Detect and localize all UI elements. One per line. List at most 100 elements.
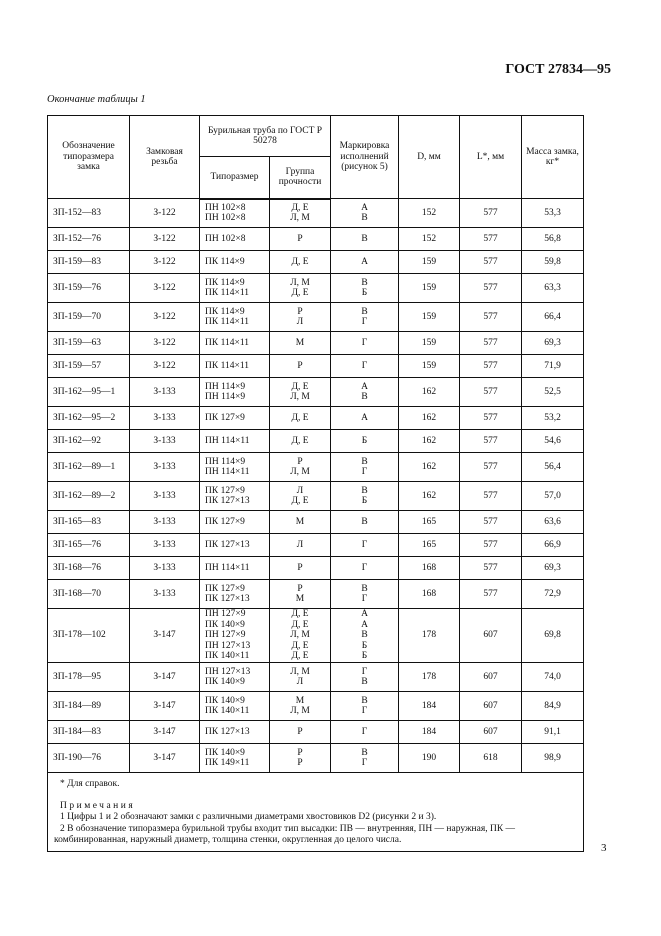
cell-d: 178	[398, 662, 461, 692]
cell-marking: В	[330, 227, 400, 251]
cell-l: 577	[459, 579, 523, 609]
cell-designation: ЗП-190—76	[47, 743, 130, 773]
cell-pipe: ПК 127×9 ПК 127×13	[199, 579, 270, 609]
cell-group: Р	[268, 227, 332, 251]
cell-marking: А	[330, 250, 400, 274]
cell-pipe: ПК 127×9 ПК 127×13	[199, 481, 270, 511]
cell-thread: З-147	[129, 608, 200, 663]
cell-d: 162	[398, 406, 461, 430]
cell-marking: Г	[330, 354, 400, 378]
cell-group: Л	[268, 533, 332, 557]
header-L: L*, мм	[459, 115, 523, 199]
cell-marking: Г	[330, 533, 400, 557]
cell-marking: В Б	[330, 481, 400, 511]
cell-mass: 91,1	[521, 720, 585, 744]
cell-thread: З-133	[129, 452, 200, 482]
cell-designation: ЗП-178—102	[47, 608, 130, 663]
cell-l: 607	[459, 691, 523, 721]
cell-mass: 63,3	[521, 273, 585, 303]
cell-l: 577	[459, 533, 523, 557]
cell-l: 577	[459, 510, 523, 534]
cell-d: 184	[398, 720, 461, 744]
cell-pipe: ПК 114×9 ПК 114×11	[199, 273, 270, 303]
table-row: ЗП-162—95—2 З-133 ПК 127×9 Д, Е А 162 577 53,2	[47, 406, 585, 430]
cell-thread: З-133	[129, 533, 200, 557]
table-row: ЗП-162—89—2 З-133 ПК 127×9 ПК 127×13 Л Д, Е…	[47, 481, 585, 511]
cell-l: 577	[459, 481, 523, 511]
cell-pipe: ПК 140×9 ПК 149×11	[199, 743, 270, 773]
cell-pipe: ПК 127×9	[199, 406, 270, 430]
cell-l: 577	[459, 406, 523, 430]
cell-l: 577	[459, 198, 523, 228]
cell-group: Р	[268, 556, 332, 580]
cell-designation: ЗП-152—76	[47, 227, 130, 251]
cell-d: 168	[398, 556, 461, 580]
cell-l: 577	[459, 227, 523, 251]
header-D: D, мм	[398, 115, 461, 199]
cell-designation: ЗП-159—76	[47, 273, 130, 303]
cell-designation: ЗП-165—83	[47, 510, 130, 534]
cell-thread: З-147	[129, 691, 200, 721]
table-row: ЗП-152—76 З-122 ПН 102×8 Р В 152 577 56,8	[47, 227, 585, 251]
cell-group: М	[268, 331, 332, 355]
cell-d: 168	[398, 579, 461, 609]
cell-designation: ЗП-152—83	[47, 198, 130, 228]
cell-thread: З-122	[129, 273, 200, 303]
cell-group: Л, М Д, Е	[268, 273, 332, 303]
cell-d: 162	[398, 452, 461, 482]
footnote: * Для справок.	[60, 779, 120, 789]
cell-marking: Г В	[330, 662, 400, 692]
cell-marking: Г	[330, 331, 400, 355]
cell-l: 577	[459, 250, 523, 274]
cell-pipe: ПК 114×9	[199, 250, 270, 274]
cell-pipe: ПК 127×9	[199, 510, 270, 534]
cell-marking: В	[330, 510, 400, 534]
cell-group: Р Л	[268, 302, 332, 332]
cell-designation: ЗП-162—95—1	[47, 377, 130, 407]
table-row: ЗП-168—76 З-133 ПН 114×11 Р Г 168 577 69,3	[47, 556, 585, 580]
cell-pipe: ПК 114×11	[199, 331, 270, 355]
cell-marking: В Г	[330, 302, 400, 332]
cell-l: 577	[459, 302, 523, 332]
table-body: ЗП-152—83 З-122 ПН 102×8 ПН 102×8 Д, Е Л, М…	[47, 198, 585, 773]
header-pipe-size: Типоразмер	[199, 156, 270, 200]
cell-designation: ЗП-168—76	[47, 556, 130, 580]
cell-designation: ЗП-159—57	[47, 354, 130, 378]
cell-mass: 69,3	[521, 331, 585, 355]
cell-l: 577	[459, 331, 523, 355]
cell-designation: ЗП-168—70	[47, 579, 130, 609]
cell-thread: З-133	[129, 406, 200, 430]
cell-d: 162	[398, 481, 461, 511]
cell-group: Д, Е	[268, 250, 332, 274]
cell-d: 184	[398, 691, 461, 721]
table-caption: Окончание таблицы 1	[47, 94, 146, 105]
cell-marking: А В	[330, 198, 400, 228]
cell-mass: 57,0	[521, 481, 585, 511]
cell-pipe: ПН 127×13 ПК 140×9	[199, 662, 270, 692]
cell-d: 152	[398, 198, 461, 228]
cell-designation: ЗП-178—95	[47, 662, 130, 692]
cell-thread: З-122	[129, 227, 200, 251]
cell-mass: 84,9	[521, 691, 585, 721]
cell-mass: 63,6	[521, 510, 585, 534]
cell-designation: ЗП-165—76	[47, 533, 130, 557]
cell-thread: З-122	[129, 331, 200, 355]
cell-designation: ЗП-184—89	[47, 691, 130, 721]
note-1: 1 Цифры 1 и 2 обозначают замки с различн…	[60, 812, 437, 822]
cell-d: 165	[398, 510, 461, 534]
cell-l: 577	[459, 429, 523, 453]
cell-group: М Л, М	[268, 691, 332, 721]
cell-l: 577	[459, 452, 523, 482]
cell-mass: 53,2	[521, 406, 585, 430]
cell-pipe: ПК 127×13	[199, 533, 270, 557]
cell-thread: З-133	[129, 510, 200, 534]
cell-thread: З-147	[129, 743, 200, 773]
header-marking: Маркировка исполнений (рисунок 5)	[330, 115, 400, 199]
cell-thread: З-133	[129, 556, 200, 580]
cell-d: 190	[398, 743, 461, 773]
cell-group: М	[268, 510, 332, 534]
header-pipe-group: Бурильная труба по ГОСТ Р 50278	[198, 115, 332, 157]
cell-pipe: ПН 114×9 ПН 114×11	[199, 452, 270, 482]
